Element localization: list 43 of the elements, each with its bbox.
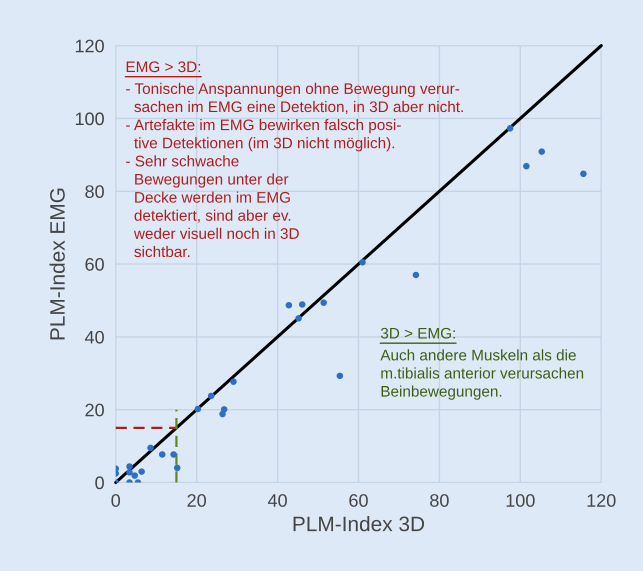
y-tick-label: 40	[84, 330, 104, 344]
point	[194, 406, 202, 412]
point	[359, 259, 366, 266]
point	[147, 444, 154, 452]
point	[126, 469, 133, 476]
x-tick-label: 60	[349, 494, 368, 507]
x-axis-title: PLM-Index 3D	[294, 516, 424, 532]
point	[230, 378, 237, 385]
point	[126, 463, 133, 470]
point	[170, 451, 177, 458]
point	[412, 272, 420, 278]
y-tick-label: 60	[85, 258, 104, 271]
x-tick-label: 120	[588, 494, 616, 507]
y-tick-label: 100	[76, 112, 104, 126]
annotation: 3D > EMG:	[380, 328, 455, 339]
point	[220, 406, 228, 413]
x-tick-label: 80	[430, 494, 449, 507]
point	[138, 468, 145, 475]
point	[320, 299, 327, 306]
x-tick-label: 40	[268, 494, 287, 507]
point	[538, 148, 545, 155]
text: - Tonische Anspannungen ohne Bewegung verur- sachen im EMG eine Detektion, in 3D aber nicht. - Artefakte im EMG bewirken falsch posi- tive Detektionen (im 3D nicht möglich). - Sehr schwache Bewegungen unter der Decke werden im EMG detektiert, sind aber ev. weder visuell noch in 3D sichtbar.	[126, 82, 463, 258]
y-tick-label: 120	[76, 40, 104, 52]
x-tick-label: 100	[506, 494, 535, 507]
x-tick-label: 20	[188, 494, 206, 507]
annotation: EMG > 3D:	[126, 61, 200, 72]
y-tick-label: 80	[85, 185, 104, 198]
y-axis-title: PLM-Index EMG	[50, 188, 65, 340]
point	[208, 392, 214, 400]
point	[506, 125, 514, 132]
point	[286, 302, 292, 308]
point	[580, 170, 587, 178]
point	[295, 315, 302, 322]
point	[523, 162, 530, 170]
point	[298, 301, 306, 308]
y-tick-label: 20	[85, 404, 104, 416]
y-tick-label: 0	[95, 476, 104, 490]
point	[159, 451, 166, 458]
annotation: Auch andere Muskeln als die m.tibialis anterior verursachen Beinbewegungen.	[380, 349, 584, 400]
point	[336, 372, 344, 380]
x-tick-label: 0	[111, 494, 120, 507]
point	[131, 472, 138, 479]
point	[174, 464, 180, 472]
